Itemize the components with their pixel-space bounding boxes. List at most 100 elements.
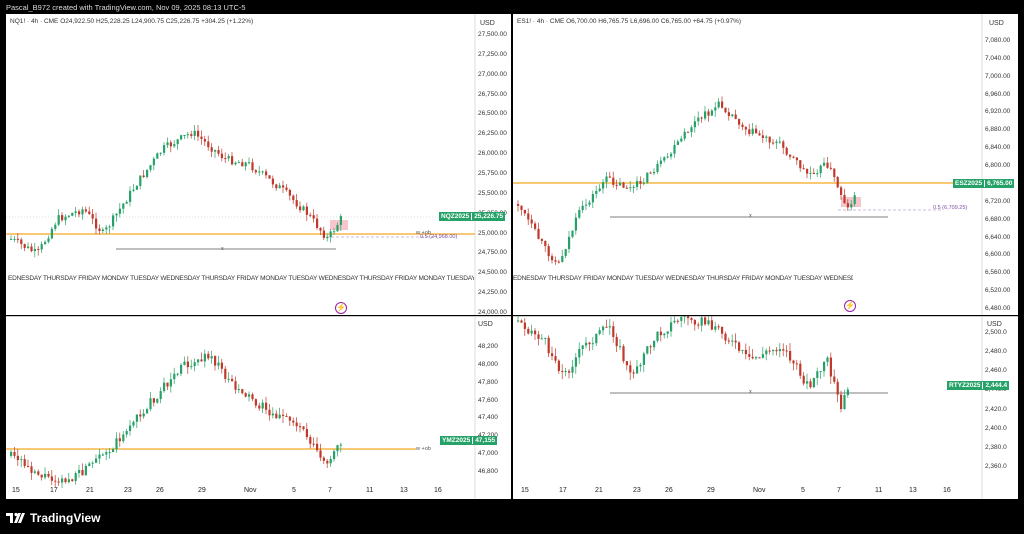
candle-body	[833, 168, 836, 178]
price-tick: 2,360.0	[985, 463, 1007, 470]
candle-body	[782, 141, 785, 148]
chart-panel-ym[interactable]: USD 48,200 48,000 47,800 47,600 47,400 47,200…	[6, 316, 511, 499]
candle-body	[629, 187, 632, 189]
candle-body	[288, 189, 291, 196]
nq-candles[interactable]	[6, 14, 511, 315]
candle-body	[799, 160, 802, 169]
price-tick: 47,800	[478, 378, 498, 386]
candle-body	[251, 394, 254, 400]
candle-body	[826, 357, 829, 362]
lightning-icon[interactable]: ⚡	[335, 302, 347, 314]
candle-body	[129, 190, 132, 202]
candle-body	[88, 463, 91, 466]
candle-body	[778, 141, 781, 143]
candle-body	[316, 443, 319, 451]
candle-body	[112, 215, 115, 227]
candle-body	[551, 353, 554, 357]
candle-body	[231, 156, 234, 165]
price-tick: 47,000	[478, 450, 498, 458]
candle-body	[530, 219, 533, 224]
candle-body	[751, 356, 754, 359]
candle-body	[265, 402, 268, 410]
chart-panel-nq[interactable]: NQ1! · 4h · CME O24,922.50 H25,228.25 L2…	[6, 14, 511, 315]
candle-body	[176, 139, 179, 145]
candle-body	[639, 181, 642, 184]
ym-time-axis[interactable]: 15 17 21 23 26 29 Nov 5 7 11 13 16	[6, 484, 472, 498]
candle-body	[271, 413, 274, 416]
candle-body	[758, 357, 761, 359]
candle-body	[329, 458, 332, 464]
candle-body	[761, 354, 764, 358]
candle-body	[322, 457, 325, 461]
candle-body	[812, 172, 815, 175]
nq-price-tag: NQZ2025 25,226.75	[439, 212, 506, 222]
nq-fib-note: 0.5 (24,968.00)	[420, 234, 458, 240]
candle-body	[676, 141, 679, 145]
candle-body	[20, 239, 23, 245]
candle-body	[166, 382, 169, 387]
candle-body	[74, 473, 77, 481]
time-tick: 17	[559, 487, 567, 494]
price-tick: 24,250.00	[478, 289, 507, 297]
candle-body	[659, 331, 662, 336]
candle-body	[687, 316, 690, 319]
candle-body	[278, 414, 281, 419]
candle-body	[520, 320, 523, 323]
candle-body	[312, 215, 315, 219]
candle-body	[125, 431, 128, 435]
candle-body	[544, 240, 547, 247]
candle-body	[663, 157, 666, 161]
candle-body	[336, 225, 339, 232]
candle-body	[10, 238, 13, 240]
candle-body	[517, 320, 520, 322]
rty-candles[interactable]	[513, 316, 1018, 499]
candle-body	[329, 231, 332, 238]
time-tick: 15	[521, 487, 529, 494]
candle-body	[625, 361, 628, 366]
candle-body	[248, 162, 251, 164]
candle-body	[210, 356, 213, 359]
candle-body	[829, 167, 832, 169]
candle-body	[840, 394, 843, 410]
lightning-icon[interactable]: ⚡	[844, 300, 856, 312]
rty-x-marker: x	[749, 389, 752, 395]
candle-body	[84, 465, 87, 476]
candle-body	[166, 142, 169, 146]
candle-body	[697, 117, 700, 122]
candle-body	[785, 147, 788, 155]
candle-body	[649, 346, 652, 348]
candle-body	[98, 228, 101, 231]
candle-body	[203, 139, 206, 142]
chart-panel-es[interactable]: ES1! · 4h · CME O6,700.00 H6,765.75 L6,6…	[513, 14, 1018, 315]
es-candles[interactable]	[513, 14, 1018, 315]
candle-body	[275, 413, 278, 419]
price-tick: 27,250.00	[478, 50, 507, 58]
rty-time-axis[interactable]: 15 17 21 23 26 29 Nov 5 7 11 13 16	[513, 484, 979, 498]
candle-body	[568, 236, 571, 250]
candle-body	[237, 162, 240, 164]
watermark-caption: Pascal_B972 created with TradingView.com…	[0, 0, 1024, 14]
candle-body	[132, 421, 135, 426]
price-tick: 26,000.00	[478, 150, 507, 158]
candle-body	[200, 359, 203, 362]
nq-x-marker: x	[221, 246, 224, 252]
candle-body	[571, 230, 574, 237]
chart-panel-rty[interactable]: USD 2,500.02,480.02,460.02,440.02,420.02…	[513, 316, 1018, 499]
candle-body	[207, 353, 210, 359]
candle-body	[598, 188, 601, 191]
candle-body	[248, 394, 251, 397]
ym-candles[interactable]	[6, 316, 511, 499]
candle-body	[156, 153, 159, 159]
candle-body	[656, 163, 659, 172]
candle-body	[527, 213, 530, 220]
candle-body	[302, 206, 305, 211]
nq-legend: NQ1! · 4h · CME O24,922.50 H25,228.25 L2…	[10, 18, 254, 25]
candle-body	[554, 356, 557, 361]
price-tick: 27,500.00	[478, 31, 507, 38]
candle-body	[268, 175, 271, 179]
candle-body	[54, 480, 57, 482]
candle-body	[67, 479, 70, 483]
price-tick: 6,840.00	[985, 144, 1011, 152]
time-tick: 5	[292, 487, 296, 494]
es-day-labels: EDNESDAY THURSDAY FRIDAY MONDAY TUESDAY …	[513, 275, 853, 282]
